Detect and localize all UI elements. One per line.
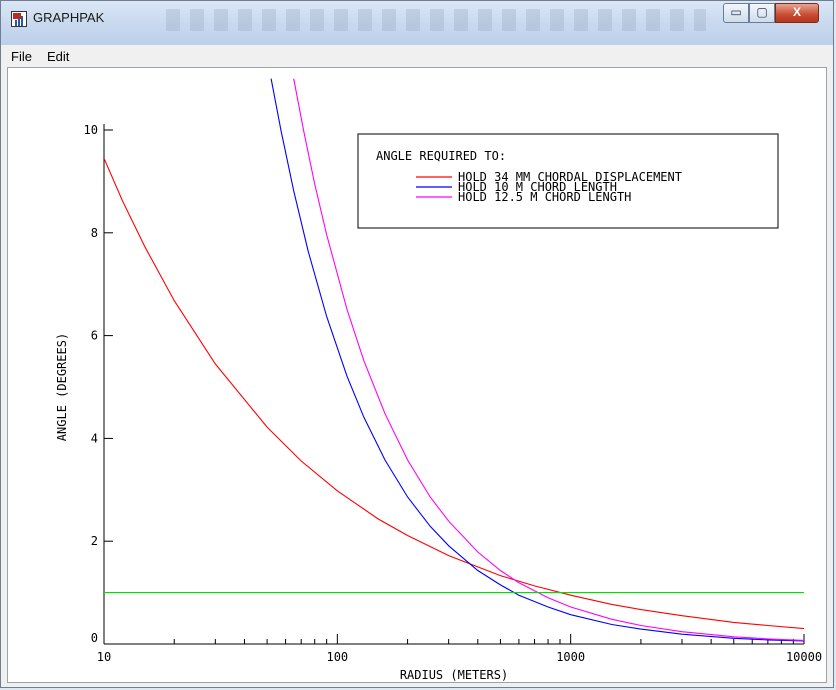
graphpak-app-icon[interactable] [11, 11, 27, 27]
series-line-1 [104, 158, 805, 630]
title-bar[interactable]: GRAPHPAK ▭ ▢ X [1, 1, 833, 45]
x-axis-label: RADIUS (METERS) [400, 668, 508, 682]
menu-file[interactable]: File [11, 49, 32, 64]
x-tick-label: 10000 [786, 650, 822, 664]
y-axis-label: ANGLE (DEGREES) [55, 333, 69, 441]
legend-label-1: HOLD 34 MM CHORDAL DISPLACEMENT [458, 170, 682, 184]
menu-edit[interactable]: Edit [47, 49, 70, 64]
close-button[interactable]: X [775, 3, 819, 23]
legend-label-3: HOLD 12.5 M CHORD LENGTH [458, 190, 631, 204]
plot-area: 10 100 1000 10000 0 2 4 6 8 10 RADIUS (METERS) ANGL… [7, 67, 827, 683]
menu-bar: File Edit [1, 47, 833, 67]
maximize-button[interactable]: ▢ [749, 3, 775, 23]
legend-box [357, 133, 779, 229]
x-tick-label: 10 [97, 650, 111, 664]
y-tick-label: 2 [91, 534, 98, 548]
angle-radius-chart: 10 100 1000 10000 0 2 4 6 8 10 RADIUS (METERS) ANGL… [55, 78, 822, 682]
window-title: GRAPHPAK [33, 10, 105, 25]
legend-title: ANGLE REQUIRED TO: [376, 149, 506, 163]
background-toolbar-ghost [166, 9, 706, 31]
y-tick-label: 10 [84, 123, 98, 137]
y-tick-label: 6 [91, 329, 98, 343]
y-tick-label: 0 [91, 631, 98, 645]
minimize-button[interactable]: ▭ [723, 3, 749, 23]
x-tick-label: 100 [326, 650, 348, 664]
series-line-3 [293, 78, 805, 641]
y-tick-label: 8 [91, 226, 98, 240]
y-tick-label: 4 [91, 431, 98, 445]
series-line-2 [270, 78, 805, 642]
legend-label-2: HOLD 10 M CHORD LENGTH [458, 180, 617, 194]
x-tick-label: 1000 [556, 650, 585, 664]
